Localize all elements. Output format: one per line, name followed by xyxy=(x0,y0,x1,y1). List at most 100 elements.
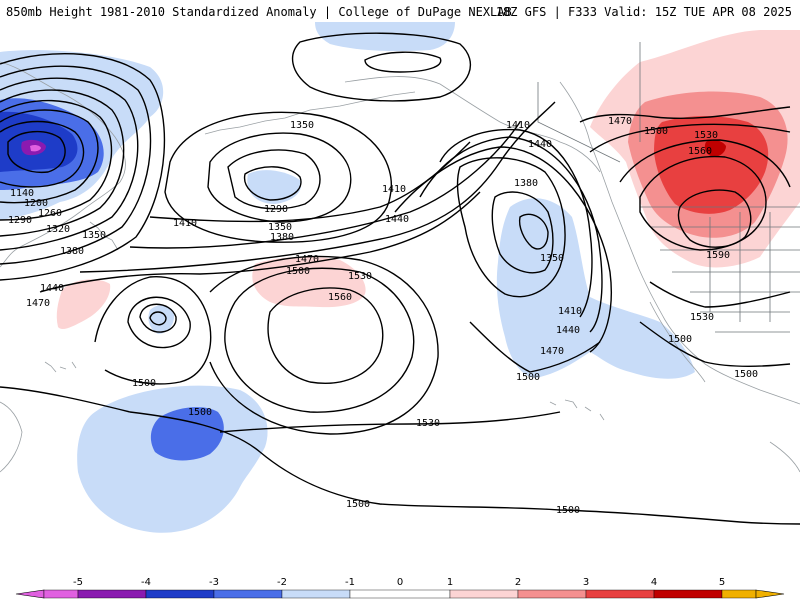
coast-alaska xyxy=(344,76,601,173)
colorbar-tip-right xyxy=(755,589,785,599)
contour-label: 1470 xyxy=(608,116,632,127)
contour-label: 1500 xyxy=(286,266,310,277)
contour-label: 1350 xyxy=(290,120,314,131)
contour-label: 1440 xyxy=(40,283,64,294)
neg-anomaly-top xyxy=(315,22,455,52)
colorbar-tick: 0 xyxy=(397,577,403,588)
contour-1530-c xyxy=(224,267,415,413)
contour-1290 xyxy=(0,77,139,251)
contour-label: 1500 xyxy=(668,334,692,345)
contour-label: 1500 xyxy=(346,499,370,510)
colorbar-tick: -4 xyxy=(141,577,151,588)
colorbar-seg-neg2 xyxy=(213,589,283,599)
colorbar-tip-left xyxy=(15,589,45,599)
contour-label: 1410 xyxy=(558,306,582,317)
coast-hawaii xyxy=(549,399,605,421)
colorbar-seg-neg4 xyxy=(77,589,147,599)
contour-label: 1530 xyxy=(694,130,718,141)
contour-1290-w xyxy=(243,166,302,201)
contour-1320-e xyxy=(518,213,549,250)
colorbar-seg-pos3 xyxy=(585,589,655,599)
coast-southwest xyxy=(0,401,23,473)
contour-arctic xyxy=(364,51,442,73)
pos-anomaly-us-3 xyxy=(654,116,769,214)
contour-label: 1560 xyxy=(688,146,712,157)
contour-1350-nw xyxy=(0,52,166,281)
contour-label: 1470 xyxy=(540,346,564,357)
contour-1200 xyxy=(0,109,99,204)
contour-label: 1350 xyxy=(540,253,564,264)
pos-anomaly-us-4 xyxy=(704,139,726,157)
contour-label: 1410 xyxy=(506,120,530,131)
contour-1530-us xyxy=(619,139,791,188)
contour-label: 1290 xyxy=(8,215,32,226)
contour-label: 1440 xyxy=(528,139,552,150)
contour-label: 1500 xyxy=(132,378,156,389)
contour-1590-us xyxy=(677,189,752,248)
contour-1500-w xyxy=(94,276,212,385)
contour-arctic-2 xyxy=(291,32,471,102)
contour-small-low-3 xyxy=(127,296,191,349)
contour-small-low-1 xyxy=(149,311,167,326)
contour-1380-c xyxy=(164,111,392,243)
contour-1560-c xyxy=(267,287,384,384)
contour-label: 1500 xyxy=(516,372,540,383)
contour-label: 1590 xyxy=(706,250,730,261)
map-title: 850mb Height 1981-2010 Standardized Anom… xyxy=(6,5,512,19)
colorbar-seg-pos1 xyxy=(449,589,519,599)
borders-canada xyxy=(537,42,641,163)
contour-label: 1380 xyxy=(514,178,538,189)
contour-1260 xyxy=(0,89,125,237)
contour-label: 1200 xyxy=(24,198,48,209)
contour-label: 1410 xyxy=(173,218,197,229)
contour-label: 1530 xyxy=(348,271,372,282)
contour-label: 1350 xyxy=(268,222,292,233)
contour-1230 xyxy=(0,99,113,221)
coast-aleutians xyxy=(204,91,416,135)
contour-small-low-2 xyxy=(139,303,177,333)
contour-1500-e xyxy=(469,321,601,373)
colorbar-tick: 4 xyxy=(651,577,657,588)
colorbar-tick: -3 xyxy=(209,577,219,588)
contour-1470-e xyxy=(394,146,612,353)
contour-1500-c xyxy=(39,191,481,293)
contour-1440-e xyxy=(419,136,603,333)
contour-label: 1140 xyxy=(10,188,34,199)
coastlines xyxy=(0,42,800,473)
anomaly-shading xyxy=(0,22,800,533)
neg-anomaly-sw-2 xyxy=(150,407,224,461)
contour-1530-s xyxy=(219,411,561,433)
contour-1140 xyxy=(7,131,66,174)
colorbar-seg-neg3 xyxy=(145,589,215,599)
contour-1380-e xyxy=(456,157,566,298)
neg-anomaly-nw-5 xyxy=(30,144,41,152)
contour-1470-c xyxy=(79,101,556,273)
contour-label: 1290 xyxy=(264,204,288,215)
contour-label: 1380 xyxy=(270,232,294,243)
contour-1500-us xyxy=(589,123,791,153)
pos-anomaly-west xyxy=(56,279,111,330)
colorbar-seg-pos4 xyxy=(653,589,723,599)
contour-label: 1470 xyxy=(26,298,50,309)
coast-pacific-isl xyxy=(44,361,77,373)
contour-1470-us xyxy=(579,106,791,123)
contour-1320 xyxy=(0,65,152,265)
contour-label: 1350 xyxy=(82,230,106,241)
neg-anomaly-central xyxy=(247,170,302,204)
anomaly-map: 1350 1290 1350 1380 1410 1410 1440 1140 … xyxy=(0,22,800,577)
borders-us xyxy=(640,206,800,333)
contour-1500-s xyxy=(0,386,800,525)
colorbar-seg-zero xyxy=(349,589,451,599)
contour-label: 1530 xyxy=(690,312,714,323)
contour-label: 1320 xyxy=(46,224,70,235)
contour-label: 1410 xyxy=(382,184,406,195)
contour-label: 1380 xyxy=(60,246,84,257)
contour-labels: 1350 1290 1350 1380 1410 1410 1440 1140 … xyxy=(8,116,758,516)
contour-label: 1500 xyxy=(644,126,668,137)
coast-canada xyxy=(559,81,800,405)
model-valid-time: 18Z GFS | F333 Valid: 15Z TUE APR 08 202… xyxy=(495,5,792,19)
anomaly-colorbar: -5 -4 -3 -2 -1 0 1 2 3 4 5 xyxy=(15,577,785,599)
contour-label: 1440 xyxy=(556,325,580,336)
colorbar-tick: 2 xyxy=(515,577,521,588)
colorbar-seg-pos5 xyxy=(721,589,757,599)
